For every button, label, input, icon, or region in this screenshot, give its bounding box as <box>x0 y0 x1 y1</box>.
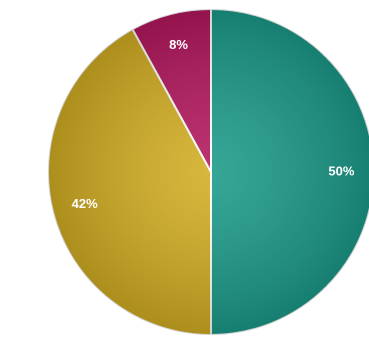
data-label: 42% <box>72 196 98 211</box>
data-label: 8% <box>169 37 188 52</box>
data-label: 50% <box>328 163 354 178</box>
